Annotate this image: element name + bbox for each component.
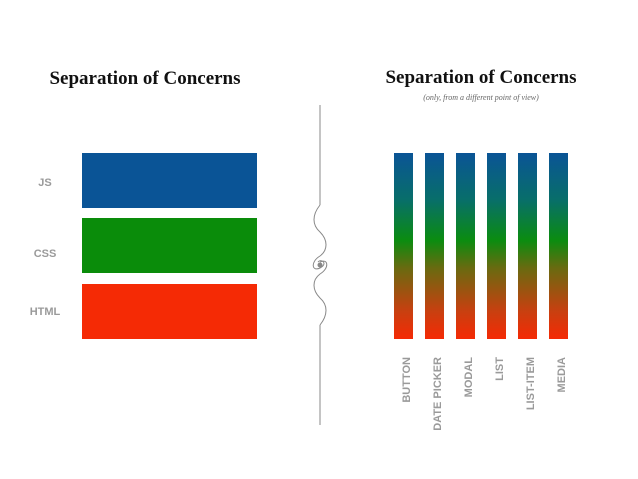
layer-label: JS (38, 177, 51, 189)
layer-label: CSS (34, 248, 57, 260)
components: BUTTON DATE PICKER MODAL LIST LIST-ITEM MEDIA (394, 153, 568, 431)
component-label: LIST (494, 357, 506, 381)
component-column (549, 153, 568, 339)
layer-label: HTML (30, 306, 61, 318)
component-column (394, 153, 413, 339)
divider (312, 105, 328, 425)
component-column (425, 153, 444, 339)
component-column (518, 153, 537, 339)
component-label: DATE PICKER (432, 357, 444, 431)
component-column (487, 153, 506, 339)
html-layer (82, 284, 257, 339)
right-title: Separation of Concerns (385, 67, 576, 88)
left-title: Separation of Concerns (49, 68, 240, 89)
right-subtitle: (only, from a different point of view) (423, 93, 539, 102)
component-label: MODAL (463, 357, 475, 398)
component-label: LIST-ITEM (525, 357, 537, 410)
component-label: MEDIA (556, 357, 568, 393)
component-column (456, 153, 475, 339)
js-layer (82, 153, 257, 208)
css-layer (82, 218, 257, 273)
component-label: BUTTON (401, 357, 413, 403)
